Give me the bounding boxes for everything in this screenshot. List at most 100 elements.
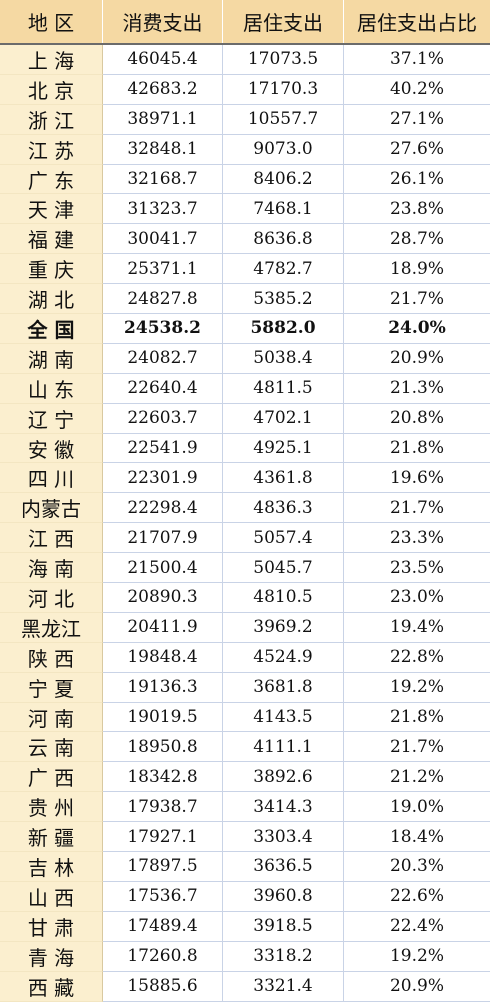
housing-cell: 9073.0	[223, 134, 344, 165]
housing-share-cell: 26.1%	[344, 165, 490, 195]
table-row: 海 南 21500.4 5045.7 23.5%	[0, 553, 490, 584]
consumption-cell: 32168.7	[103, 164, 223, 195]
region-cell: 吉 林	[0, 852, 103, 882]
housing-share-cell: 23.0%	[344, 583, 490, 613]
region-cell: 贵 州	[0, 792, 103, 823]
region-cell: 广 东	[0, 164, 103, 195]
housing-share-cell: 21.8%	[344, 434, 490, 464]
table-row: 安 徽 22541.9 4925.1 21.8%	[0, 433, 490, 464]
consumption-cell: 21707.9	[103, 523, 223, 554]
region-cell: 浙 江	[0, 104, 103, 135]
region-cell: 上 海	[0, 45, 103, 75]
table-row: 西 藏 15885.6 3321.4 20.9%	[0, 971, 490, 1002]
table-row: 广 西 18342.8 3892.6 21.2%	[0, 762, 490, 793]
housing-share-cell: 21.7%	[344, 732, 490, 763]
consumption-cell: 30041.7	[103, 224, 223, 255]
region-cell: 辽 宁	[0, 403, 103, 434]
consumption-cell: 42683.2	[103, 74, 223, 105]
region-cell: 新 疆	[0, 822, 103, 853]
housing-cell: 3303.4	[223, 822, 344, 853]
table-row: 福 建 30041.7 8636.8 28.7%	[0, 224, 490, 255]
table-row: 四 川 22301.9 4361.8 19.6%	[0, 463, 490, 494]
table-body: 上 海 46045.4 17073.5 37.1% 北 京 42683.2 17170.3 4…	[0, 45, 490, 1002]
header-housing: 居住支出	[223, 0, 344, 43]
housing-share-cell: 28.7%	[344, 224, 490, 255]
consumption-cell: 19019.5	[103, 702, 223, 733]
table-row: 湖 北 24827.8 5385.2 21.7%	[0, 284, 490, 315]
region-cell: 陕 西	[0, 642, 103, 673]
housing-share-cell: 22.6%	[344, 882, 490, 912]
consumption-cell: 15885.6	[103, 971, 223, 1002]
housing-share-cell: 23.8%	[344, 194, 490, 225]
table-row: 新 疆 17927.1 3303.4 18.4%	[0, 822, 490, 853]
housing-cell: 8636.8	[223, 224, 344, 255]
housing-cell: 3636.5	[223, 852, 344, 882]
housing-share-cell: 40.2%	[344, 75, 490, 105]
table-row: 浙 江 38971.1 10557.7 27.1%	[0, 104, 490, 135]
consumption-cell: 24538.2	[103, 314, 223, 344]
consumption-cell: 19848.4	[103, 642, 223, 673]
consumption-cell: 17938.7	[103, 792, 223, 823]
housing-cell: 3918.5	[223, 911, 344, 942]
housing-cell: 7468.1	[223, 194, 344, 225]
consumption-cell: 17927.1	[103, 822, 223, 853]
table-row: 北 京 42683.2 17170.3 40.2%	[0, 74, 490, 105]
region-cell: 黑龙江	[0, 612, 103, 643]
region-cell: 内蒙古	[0, 493, 103, 524]
consumption-cell: 18342.8	[103, 762, 223, 793]
region-cell: 海 南	[0, 553, 103, 584]
table-row: 上 海 46045.4 17073.5 37.1%	[0, 45, 490, 75]
housing-cell: 5057.4	[223, 523, 344, 554]
region-cell: 北 京	[0, 74, 103, 105]
region-cell: 安 徽	[0, 433, 103, 464]
housing-share-cell: 23.3%	[344, 523, 490, 554]
housing-cell: 4524.9	[223, 642, 344, 673]
consumption-cell: 24082.7	[103, 343, 223, 374]
housing-cell: 4143.5	[223, 702, 344, 733]
table-row: 吉 林 17897.5 3636.5 20.3%	[0, 852, 490, 882]
table-row: 重 庆 25371.1 4782.7 18.9%	[0, 254, 490, 285]
header-housing-share: 居住支出占比	[357, 11, 477, 35]
housing-share-cell: 19.2%	[344, 673, 490, 703]
consumption-cell: 18950.8	[103, 732, 223, 763]
housing-share-cell: 24.0%	[344, 314, 490, 344]
housing-cell: 5038.4	[223, 343, 344, 374]
consumption-cell: 19136.3	[103, 672, 223, 703]
housing-share-cell: 19.0%	[344, 792, 490, 823]
table-row: 江 苏 32848.1 9073.0 27.6%	[0, 134, 490, 165]
consumption-cell: 20890.3	[103, 583, 223, 613]
region-cell: 宁 夏	[0, 672, 103, 703]
housing-cell: 4836.3	[223, 493, 344, 524]
consumption-cell: 24827.8	[103, 284, 223, 315]
region-cell: 湖 北	[0, 284, 103, 315]
header-region: 地 区	[0, 0, 103, 43]
housing-share-cell: 21.3%	[344, 374, 490, 404]
consumption-cell: 17897.5	[103, 852, 223, 882]
housing-share-cell: 21.8%	[344, 703, 490, 733]
housing-cell: 4111.1	[223, 732, 344, 763]
region-cell: 四 川	[0, 463, 103, 494]
consumption-cell: 22640.4	[103, 373, 223, 404]
housing-share-cell: 18.4%	[344, 822, 490, 853]
region-cell: 云 南	[0, 732, 103, 763]
consumption-cell: 17260.8	[103, 941, 223, 972]
consumption-cell: 17536.7	[103, 881, 223, 912]
housing-share-cell: 20.9%	[344, 972, 490, 1002]
consumption-cell: 25371.1	[103, 254, 223, 285]
consumption-cell: 46045.4	[103, 45, 223, 75]
housing-cell: 3318.2	[223, 941, 344, 972]
table-row: 广 东 32168.7 8406.2 26.1%	[0, 164, 490, 195]
housing-cell: 3892.6	[223, 762, 344, 793]
table-row: 山 东 22640.4 4811.5 21.3%	[0, 373, 490, 404]
housing-share-cell: 23.5%	[344, 553, 490, 584]
consumption-cell: 22298.4	[103, 493, 223, 524]
housing-cell: 4811.5	[223, 373, 344, 404]
housing-share-cell: 21.7%	[344, 284, 490, 315]
housing-cell: 4925.1	[223, 433, 344, 464]
region-cell: 重 庆	[0, 254, 103, 285]
table-row: 陕 西 19848.4 4524.9 22.8%	[0, 642, 490, 673]
table-row: 天 津 31323.7 7468.1 23.8%	[0, 194, 490, 225]
consumption-cell: 17489.4	[103, 911, 223, 942]
table-row: 青 海 17260.8 3318.2 19.2%	[0, 941, 490, 972]
